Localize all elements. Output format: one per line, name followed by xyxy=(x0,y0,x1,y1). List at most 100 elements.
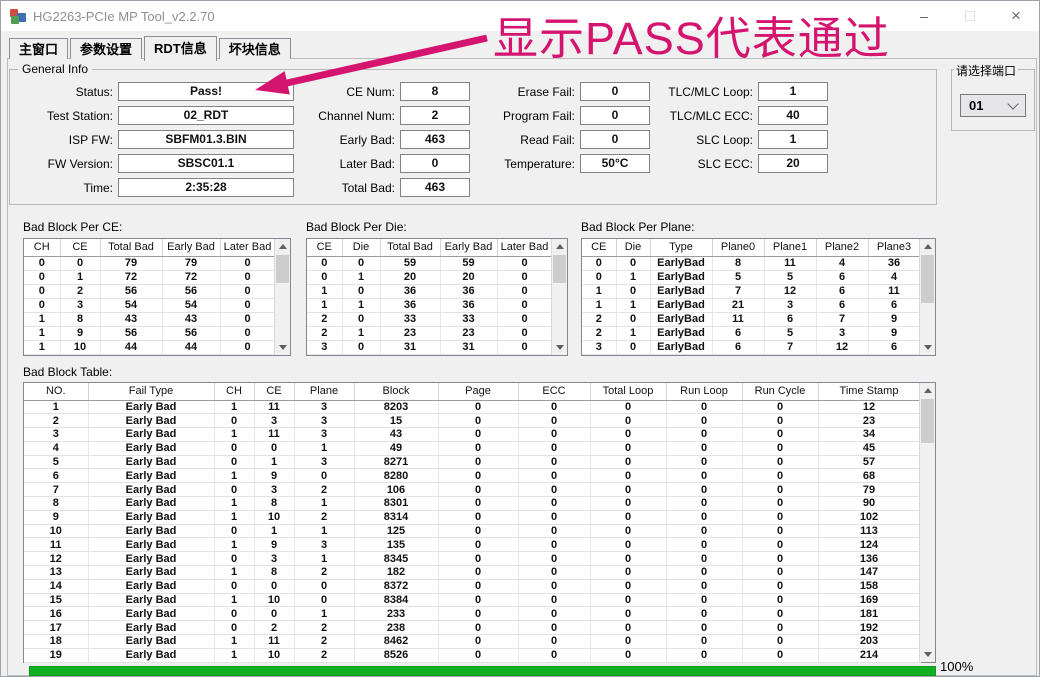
column-header[interactable]: CE xyxy=(582,239,617,257)
table-row[interactable]: 1 1 EarlyBad 21 3 6 6 xyxy=(582,298,921,313)
field-value-box[interactable]: 2 xyxy=(400,106,470,125)
field-value-box[interactable]: SBSC01.1 xyxy=(118,154,294,173)
table-row[interactable]: 3 0 EarlyBad 6 7 12 6 xyxy=(582,340,921,355)
tab-rdt-info[interactable]: RDT信息 xyxy=(144,36,217,61)
table-row[interactable]: 1 8 43 43 0 xyxy=(24,312,276,327)
column-header[interactable]: CH xyxy=(24,239,61,257)
field-value-box[interactable]: 0 xyxy=(580,106,650,125)
column-header[interactable]: Plane1 xyxy=(764,239,817,257)
tab-parameter-settings[interactable]: 参数设置 xyxy=(70,38,143,59)
column-header[interactable]: Plane2 xyxy=(816,239,869,257)
field-value-box[interactable]: 1 xyxy=(758,130,828,149)
table-row[interactable]: 0 2 56 56 0 xyxy=(24,284,276,299)
field-value-box[interactable]: 1 xyxy=(758,82,828,101)
field-value-box[interactable]: 50°C xyxy=(580,154,650,173)
scrollbar-up-icon[interactable] xyxy=(275,239,290,254)
table-row[interactable]: 2 0 EarlyBad 11 6 7 9 xyxy=(582,312,921,327)
scrollbar-down-icon[interactable] xyxy=(920,340,935,355)
column-header[interactable]: Time Stamp xyxy=(818,383,921,401)
table-row[interactable]: 2 0 33 33 0 xyxy=(307,312,553,327)
table-row[interactable]: 10 Early Bad 0 1 1 125 0 0 0 0 0 113 xyxy=(24,524,921,539)
column-header[interactable]: ECC xyxy=(518,383,591,401)
per-ce-scrollbar[interactable] xyxy=(274,239,290,355)
field-value-box[interactable]: Pass! xyxy=(118,82,294,101)
table-row[interactable]: 1 10 44 44 0 xyxy=(24,340,276,355)
table-row[interactable]: 0 1 EarlyBad 5 5 6 4 xyxy=(582,270,921,285)
table-row[interactable]: 16 Early Bad 0 0 1 233 0 0 0 0 0 181 xyxy=(24,606,921,622)
port-select-dropdown[interactable]: 01 xyxy=(960,94,1026,117)
field-value-box[interactable]: 8 xyxy=(400,82,470,101)
table-row[interactable]: 0 0 EarlyBad 8 11 4 36 xyxy=(582,256,921,271)
column-header[interactable]: CE xyxy=(254,383,295,401)
field-value-box[interactable]: 0 xyxy=(400,154,470,173)
per-plane-scrollbar[interactable] xyxy=(919,239,935,355)
table-row[interactable]: 2 Early Bad 0 3 3 15 0 0 0 0 0 23 xyxy=(24,413,921,429)
table-row[interactable]: 19 Early Bad 1 10 2 8526 0 0 0 0 0 214 xyxy=(24,648,921,663)
close-button[interactable]: × xyxy=(993,1,1039,31)
column-header[interactable]: Run Loop xyxy=(666,383,743,401)
field-value-box[interactable]: 0 xyxy=(580,130,650,149)
table-row[interactable]: 1 Early Bad 1 11 3 8203 0 0 0 0 0 12 xyxy=(24,400,921,415)
table-row[interactable]: 2 1 23 23 0 xyxy=(307,326,553,341)
table-row[interactable]: 3 Early Bad 1 11 3 43 0 0 0 0 0 34 xyxy=(24,427,921,442)
table-row[interactable]: 11 Early Bad 1 9 3 135 0 0 0 0 0 124 xyxy=(24,537,921,553)
field-value-box[interactable]: 463 xyxy=(400,178,470,197)
table-row[interactable]: 6 Early Bad 1 9 0 8280 0 0 0 0 0 68 xyxy=(24,468,921,484)
column-header[interactable]: Page xyxy=(438,383,519,401)
column-header[interactable]: Total Bad xyxy=(380,239,441,257)
field-value-box[interactable]: 2:35:28 xyxy=(118,178,294,197)
table-row[interactable]: 14 Early Bad 0 0 0 8372 0 0 0 0 0 158 xyxy=(24,579,921,594)
table-row[interactable]: 18 Early Bad 1 11 2 8462 0 0 0 0 0 203 xyxy=(24,634,921,649)
field-value-box[interactable]: 463 xyxy=(400,130,470,149)
field-value-box[interactable]: 40 xyxy=(758,106,828,125)
column-header[interactable]: CE xyxy=(60,239,101,257)
table-row[interactable]: 1 1 36 36 0 xyxy=(307,298,553,313)
column-header[interactable]: Early Bad xyxy=(162,239,221,257)
column-header[interactable]: Plane xyxy=(294,383,355,401)
column-header[interactable]: Fail Type xyxy=(88,383,215,401)
column-header[interactable]: CH xyxy=(214,383,255,401)
field-value-box[interactable]: 02_RDT xyxy=(118,106,294,125)
table-row[interactable]: 2 1 EarlyBad 6 5 3 9 xyxy=(582,326,921,341)
per-die-scrollbar[interactable] xyxy=(551,239,567,355)
scrollbar-down-icon[interactable] xyxy=(275,340,290,355)
table-row[interactable]: 17 Early Bad 0 2 2 238 0 0 0 0 0 192 xyxy=(24,620,921,636)
table-row[interactable]: 8 Early Bad 1 8 1 8301 0 0 0 0 0 90 xyxy=(24,496,921,511)
scrollbar-down-icon[interactable] xyxy=(552,340,567,355)
table-row[interactable]: 1 0 EarlyBad 7 12 6 11 xyxy=(582,284,921,299)
scrollbar-up-icon[interactable] xyxy=(920,383,935,398)
column-header[interactable]: CE xyxy=(307,239,343,257)
table-row[interactable]: 5 Early Bad 0 1 3 8271 0 0 0 0 0 57 xyxy=(24,455,921,470)
table-row[interactable]: 12 Early Bad 0 3 1 8345 0 0 0 0 0 136 xyxy=(24,551,921,567)
field-value-box[interactable]: 0 xyxy=(580,82,650,101)
scrollbar-thumb[interactable] xyxy=(921,255,934,303)
table-row[interactable]: 1 9 56 56 0 xyxy=(24,326,276,341)
minimize-button[interactable]: – xyxy=(901,1,947,31)
column-header[interactable]: Plane0 xyxy=(712,239,765,257)
table-row[interactable]: 9 Early Bad 1 10 2 8314 0 0 0 0 0 102 xyxy=(24,510,921,525)
column-header[interactable]: Plane3 xyxy=(868,239,921,257)
column-header[interactable]: Total Bad xyxy=(100,239,163,257)
table-row[interactable]: 1 0 36 36 0 xyxy=(307,284,553,299)
field-value-box[interactable]: 20 xyxy=(758,154,828,173)
scrollbar-up-icon[interactable] xyxy=(920,239,935,254)
field-value-box[interactable]: SBFM01.3.BIN xyxy=(118,130,294,149)
column-header[interactable]: Total Loop xyxy=(590,383,667,401)
tab-bad-block-info[interactable]: 坏块信息 xyxy=(218,38,291,59)
column-header[interactable]: Later Bad xyxy=(497,239,553,257)
table-row[interactable]: 7 Early Bad 0 3 2 106 0 0 0 0 0 79 xyxy=(24,482,921,498)
table-row[interactable]: 3 0 31 31 0 xyxy=(307,340,553,355)
column-header[interactable]: Early Bad xyxy=(440,239,498,257)
scrollbar-up-icon[interactable] xyxy=(552,239,567,254)
table-row[interactable]: 0 1 72 72 0 xyxy=(24,270,276,285)
column-header[interactable]: Die xyxy=(616,239,651,257)
table-row[interactable]: 0 0 59 59 0 xyxy=(307,256,553,271)
table-row[interactable]: 15 Early Bad 1 10 0 8384 0 0 0 0 0 169 xyxy=(24,593,921,608)
scrollbar-down-icon[interactable] xyxy=(920,647,935,662)
column-header[interactable]: Type xyxy=(650,239,713,257)
scrollbar-thumb[interactable] xyxy=(921,399,934,443)
column-header[interactable]: Die xyxy=(342,239,381,257)
bad-block-scrollbar[interactable] xyxy=(919,383,935,662)
scrollbar-thumb[interactable] xyxy=(553,255,566,283)
column-header[interactable]: Run Cycle xyxy=(742,383,819,401)
